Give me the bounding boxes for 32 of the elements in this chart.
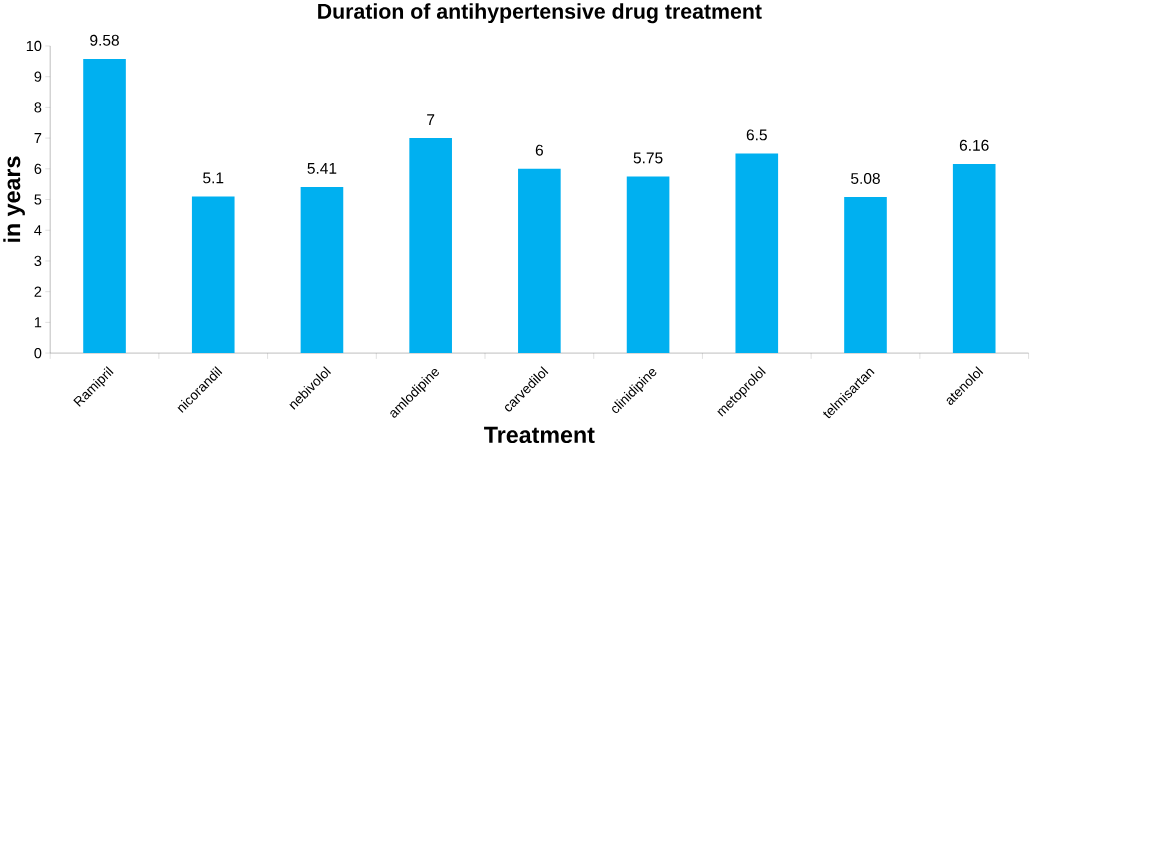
y-axis-title: in years [3,156,25,242]
data-label: 9.58 [90,34,119,46]
bar [191,196,235,354]
y-tick-label: 1 [34,317,42,328]
data-label: 7 [427,114,435,126]
y-tick-label: 8 [34,102,42,113]
bar [952,163,996,354]
bar [844,197,887,354]
data-label: 5.41 [307,163,337,174]
bar [300,186,344,354]
y-tick-label: 9 [34,71,42,82]
data-label: 5.1 [203,172,224,184]
bar [626,176,670,354]
y-tick-label: 3 [34,255,42,267]
data-label: 5.75 [633,152,663,164]
y-tick-label: 4 [34,225,42,236]
data-label: 6.16 [959,139,989,151]
bar [518,168,561,354]
bar [409,138,452,354]
bar [83,58,126,354]
y-tick-label: 10 [26,40,42,52]
y-tick-label: 7 [34,133,42,144]
y-tick-label: 6 [34,163,42,174]
data-label: 5.08 [851,173,880,184]
x-axis-title: Treatment [484,426,595,444]
y-tick-label: 0 [34,347,42,359]
data-label: 6.5 [746,129,767,141]
bar [735,153,779,354]
y-tick-label: 5 [34,194,42,205]
y-tick-label: 2 [34,286,42,297]
data-label: 6 [535,144,543,156]
chart-title: Duration of antihypertensive drug treatment [318,3,762,24]
